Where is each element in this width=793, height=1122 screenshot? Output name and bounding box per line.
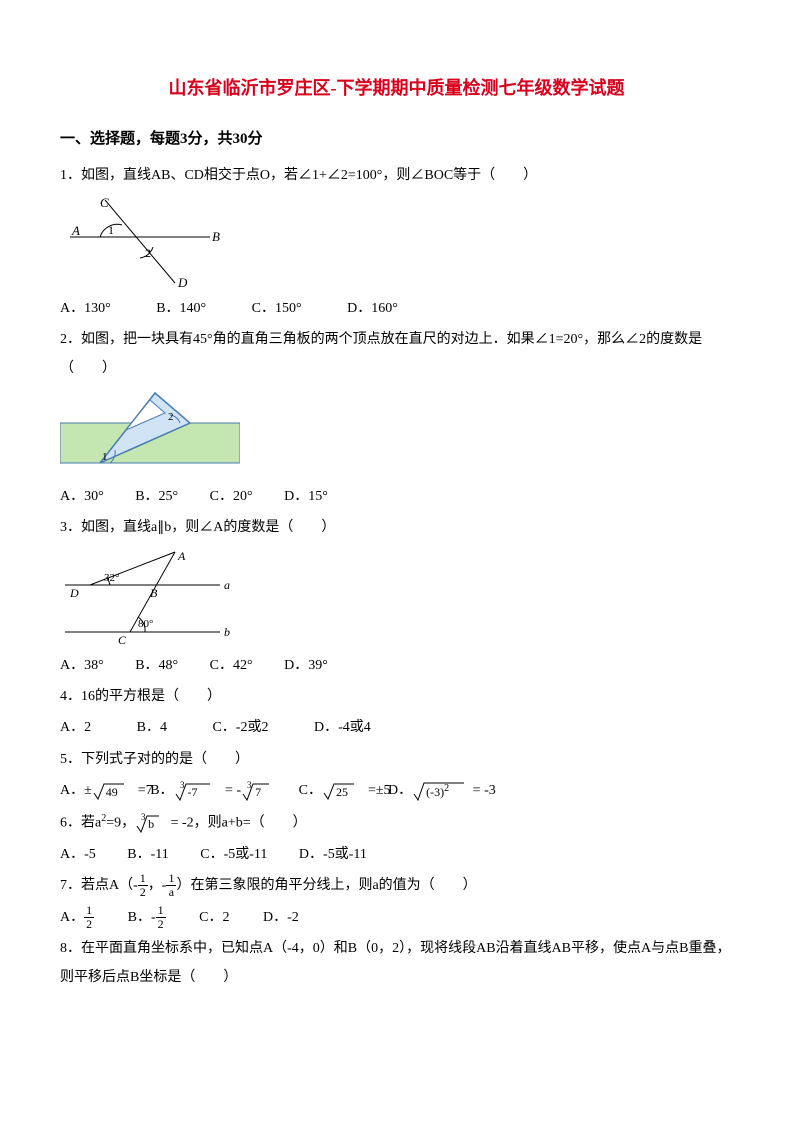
question-3: 3．如图，直线a∥b，则∠A的度数是（ ） [60,513,733,542]
q6-opt-d: D．-5或-11 [299,847,367,862]
q7-opt-d: D．-2 [263,910,299,925]
q1-opt-b: B．140° [156,301,206,316]
label-b: b [224,625,230,639]
label-B: B [150,586,158,600]
q5-opt-c: C．25=±5 [299,783,394,798]
q3-opt-b: B．48° [135,658,178,673]
q1-options: A．130° B．140° C．150° D．160° [60,294,733,323]
q6-opt-a: A．-5 [60,847,96,862]
q3-opt-d: D．39° [284,658,328,673]
label-A: A [177,549,186,563]
q2-opt-b: B．25° [135,489,178,504]
q2-diagram: 1 2 [60,388,240,478]
q4-opt-a: A．2 [60,720,91,735]
q7-opt-a: A．12 [60,910,94,925]
label-D: D [69,586,79,600]
q4-opt-d: D．-4或4 [314,720,371,735]
q2-opt-a: A．30° [60,489,104,504]
label-B: B [212,229,220,244]
label-A: A [71,223,80,238]
page-title: 山东省临沂市罗庄区-下学期期中质量检测七年级数学试题 [60,70,733,108]
q5-opt-b: B．3-7 = -37 [150,783,280,798]
q1-opt-d: D．160° [347,301,398,316]
q5-options: A．±49=7 B．3-7 = -37 C．25=±5 D．(-3)2 = -3 [60,776,733,805]
section-heading: 一、选择题，每题3分，共30分 [60,124,733,156]
q7-opt-c: C．2 [199,910,229,925]
question-1: 1．如图，直线AB、CD相交于点O，若∠1+∠2=100°，则∠BOC等于（ ） [60,161,733,190]
q6-opt-c: C．-5或-11 [200,847,267,862]
q3-diagram: A B C D a b 32° 80° [60,547,250,647]
label-a: a [224,578,230,592]
label-C: C [100,195,109,210]
angle-80: 80° [138,618,153,630]
q1-diagram: A B C D 1 2 [60,195,230,290]
question-8: 8．在平面直角坐标系中，已知点A（-4，0）和B（0，2），现将线段AB沿着直线… [60,934,733,993]
q5-opt-d: D．(-3)2 = -3 [388,783,496,798]
angle-1: 1 [108,223,114,237]
q1-opt-a: A．130° [60,301,111,316]
question-4: 4．16的平方根是（ ） [60,682,733,711]
q7-options: A．12 B．-12 C．2 D．-2 [60,903,733,932]
angle-32: 32° [104,572,119,584]
angle-2: 2 [145,246,151,260]
q2-opt-d: D．15° [284,489,328,504]
q7-opt-b: B．-12 [128,910,166,925]
q1-opt-c: C．150° [252,301,302,316]
question-7: 7．若点A（-12，-1a）在第三象限的角平分线上，则a的值为（ ） [60,871,733,900]
q4-options: A．2 B．4 C．-2或2 D．-4或4 [60,713,733,742]
label-D: D [177,275,188,290]
angle-2: 2 [168,411,174,423]
q3-opt-c: C．42° [210,658,253,673]
question-2: 2．如图，把一块具有45°角的直角三角板的两个顶点放在直尺的对边上．如果∠1=2… [60,325,733,384]
q6-options: A．-5 B．-11 C．-5或-11 D．-5或-11 [60,840,733,869]
q6-opt-b: B．-11 [127,847,168,862]
angle-1: 1 [102,451,108,463]
question-5: 5．下列式子对的的是（ ） [60,745,733,774]
q4-opt-c: C．-2或2 [212,720,268,735]
q3-options: A．38° B．48° C．42° D．39° [60,651,733,680]
q5-opt-a: A．±49=7 [60,783,156,798]
q2-options: A．30° B．25° C．20° D．15° [60,482,733,511]
question-6: 6．若a2=9，3b = -2，则a+b=（ ） [60,808,733,838]
q3-opt-a: A．38° [60,658,104,673]
q4-opt-b: B．4 [137,720,167,735]
q2-opt-c: C．20° [210,489,253,504]
label-C: C [118,633,127,647]
